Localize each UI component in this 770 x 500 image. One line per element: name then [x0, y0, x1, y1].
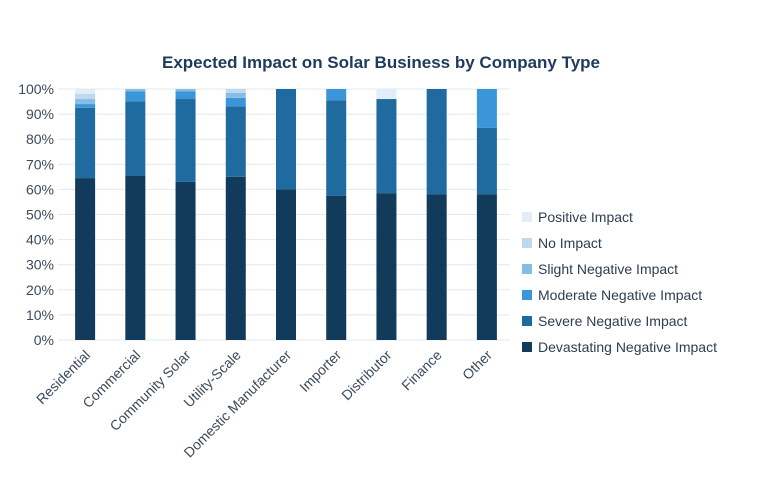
bar-segment — [175, 181, 196, 340]
legend-swatch — [522, 316, 532, 326]
legend-label: Moderate Negative Impact — [538, 287, 702, 303]
bar-segment — [175, 99, 196, 182]
legend-swatch — [522, 342, 532, 352]
bar-segment — [426, 194, 447, 340]
bar-stack — [376, 89, 397, 340]
bar-segment — [225, 176, 246, 340]
legend-item: Slight Negative Impact — [522, 261, 678, 277]
bar-segment — [476, 89, 497, 128]
legend-item: Severe Negative Impact — [522, 313, 688, 329]
legend-label: No Impact — [538, 235, 602, 251]
bar-stack — [426, 89, 447, 340]
legend-label: Severe Negative Impact — [538, 313, 688, 329]
legend-item: Moderate Negative Impact — [522, 287, 702, 303]
legend-label: Slight Negative Impact — [538, 261, 678, 277]
legend-item: Devastating Negative Impact — [522, 339, 717, 355]
bar-stack — [476, 89, 497, 340]
bar-segment — [476, 127, 497, 195]
legend-item: Positive Impact — [522, 209, 633, 225]
x-tick-label: Finance — [398, 347, 445, 394]
x-tick-label: Importer — [296, 347, 344, 395]
legend-label: Devastating Negative Impact — [538, 339, 717, 355]
y-axis-ticks: 0% 10% 20% 30% 40% 50% 60% 70% 80% 90% 100% — [18, 81, 54, 348]
bar-segment — [476, 194, 497, 340]
bars — [75, 89, 497, 340]
y-tick-label: 100% — [18, 81, 54, 97]
y-tick-label: 0% — [34, 332, 54, 348]
legend-item: No Impact — [522, 235, 602, 251]
bar-segment — [175, 91, 196, 100]
y-tick-label: 40% — [26, 232, 54, 248]
bar-segment — [376, 193, 397, 340]
bar-stack — [225, 89, 246, 340]
y-tick-label: 80% — [26, 131, 54, 147]
y-tick-label: 70% — [26, 156, 54, 172]
bar-segment — [125, 91, 146, 102]
bar-stack — [75, 89, 96, 340]
bar-segment — [426, 89, 447, 195]
bar-stack — [125, 89, 146, 340]
y-tick-label: 10% — [26, 307, 54, 323]
legend-swatch — [522, 238, 532, 248]
legend: Positive Impact No Impact Slight Negative … — [522, 209, 717, 355]
bar-segment — [175, 89, 196, 92]
bar-segment — [276, 89, 296, 190]
chart-title: Expected Impact on Solar Business by Com… — [162, 53, 600, 72]
bar-segment — [326, 89, 347, 101]
bar-segment — [376, 99, 397, 194]
y-tick-label: 20% — [26, 282, 54, 298]
x-tick-label: Other — [459, 347, 495, 383]
bar-segment — [125, 101, 146, 176]
bar-segment — [225, 92, 246, 98]
bar-segment — [125, 175, 146, 340]
y-tick-label: 50% — [26, 207, 54, 223]
x-tick-label: Distributor — [338, 347, 395, 404]
bar-segment — [276, 189, 296, 340]
bar-segment — [75, 99, 96, 105]
legend-swatch — [522, 264, 532, 274]
bar-stack — [326, 89, 347, 340]
bar-segment — [225, 89, 246, 93]
bar-segment — [75, 104, 96, 108]
legend-swatch — [522, 290, 532, 300]
bar-segment — [75, 89, 96, 95]
y-tick-label: 30% — [26, 257, 54, 273]
bar-segment — [75, 107, 96, 179]
bar-segment — [376, 89, 397, 100]
legend-swatch — [522, 212, 532, 222]
bar-segment — [75, 94, 96, 100]
bar-segment — [326, 100, 347, 196]
bar-segment — [225, 106, 246, 177]
y-tick-label: 90% — [26, 106, 54, 122]
bar-segment — [125, 89, 146, 92]
bar-segment — [326, 195, 347, 340]
bar-segment — [225, 97, 246, 107]
legend-label: Positive Impact — [538, 209, 633, 225]
bar-stack — [276, 89, 296, 340]
bar-segment — [75, 178, 96, 340]
bar-stack — [175, 89, 196, 340]
y-tick-label: 60% — [26, 181, 54, 197]
